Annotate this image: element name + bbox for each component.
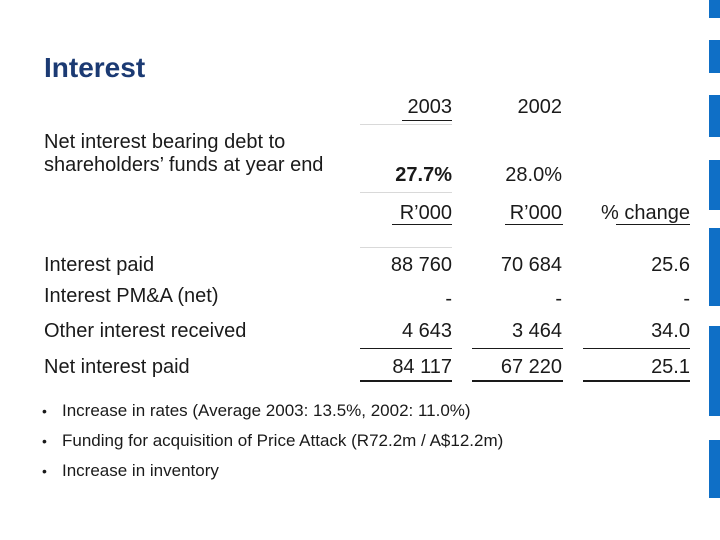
- accent-bar-6: [709, 326, 720, 416]
- row-label: Other interest received: [44, 320, 247, 342]
- header-2003-underline: [402, 120, 452, 121]
- row-value-2003: 4 643: [401, 320, 452, 342]
- accent-bar-5: [709, 228, 720, 306]
- debt-ratio-2003: 27.7%: [395, 164, 452, 186]
- subtotal-line-2003: [360, 348, 452, 349]
- row-value-2003: -: [445, 288, 452, 310]
- row-value-2002: 3 464: [511, 320, 562, 342]
- row-value-2002: 70 684: [500, 254, 562, 276]
- unit-2003-underline: [392, 224, 452, 225]
- unit-2003: R’000: [399, 202, 452, 224]
- subtotal-line-change: [583, 348, 690, 349]
- bullet-icon: •: [42, 433, 47, 449]
- total-line-change: [583, 380, 690, 382]
- accent-bar-4: [709, 160, 720, 210]
- debt-ratio-2002: 28.0%: [505, 164, 562, 186]
- row-label: Net interest paid: [44, 356, 190, 378]
- row-label: Interest PM&A (net): [44, 285, 219, 307]
- row-label: Interest paid: [44, 254, 155, 276]
- unit-change-underline: [616, 224, 690, 225]
- total-line-2003: [360, 380, 452, 382]
- bullet-item: • Increase in rates (Average 2003: 13.5%,…: [42, 399, 503, 429]
- unit-2002: R’000: [509, 202, 562, 224]
- header-2003: 2003: [407, 96, 453, 118]
- accent-bar-3: [709, 95, 720, 137]
- unit-2002-underline: [505, 224, 563, 225]
- bullet-list: • Increase in rates (Average 2003: 13.5%,…: [42, 399, 503, 489]
- bullet-icon: •: [42, 463, 47, 479]
- total-line-2002: [472, 380, 563, 382]
- row-value-2003: 88 760: [390, 254, 452, 276]
- unit-change: % change: [601, 202, 690, 224]
- bullet-text: Increase in rates (Average 2003: 13.5%, …: [62, 401, 471, 420]
- bullet-icon: •: [42, 403, 47, 419]
- row-value-change: 25.1: [651, 356, 690, 378]
- row-value-change: 25.6: [651, 254, 690, 276]
- bullet-text: Increase in inventory: [62, 461, 219, 480]
- row-value-change: -: [683, 288, 690, 310]
- row-separator: [360, 247, 452, 248]
- row-value-change: 34.0: [651, 320, 690, 342]
- row-separator: [360, 192, 452, 193]
- accent-bar-2: [709, 40, 720, 73]
- bullet-item: • Funding for acquisition of Price Attack…: [42, 429, 503, 459]
- bullet-item: • Increase in inventory: [42, 459, 503, 489]
- row-value-2003: 84 117: [392, 356, 452, 378]
- header-2002: 2002: [517, 96, 563, 118]
- debt-ratio-label-line1: Net interest bearing debt to: [44, 131, 286, 153]
- debt-ratio-label-line2: shareholders’ funds at year end: [44, 154, 324, 176]
- subtotal-line-2002: [472, 348, 563, 349]
- bullet-text: Funding for acquisition of Price Attack …: [62, 431, 504, 450]
- row-value-2002: 67 220: [500, 356, 562, 378]
- row-value-2002: -: [555, 288, 562, 310]
- row-separator: [360, 124, 452, 125]
- accent-bar-7: [709, 440, 720, 498]
- accent-bar-1: [709, 0, 720, 18]
- slide-title: Interest: [44, 52, 146, 83]
